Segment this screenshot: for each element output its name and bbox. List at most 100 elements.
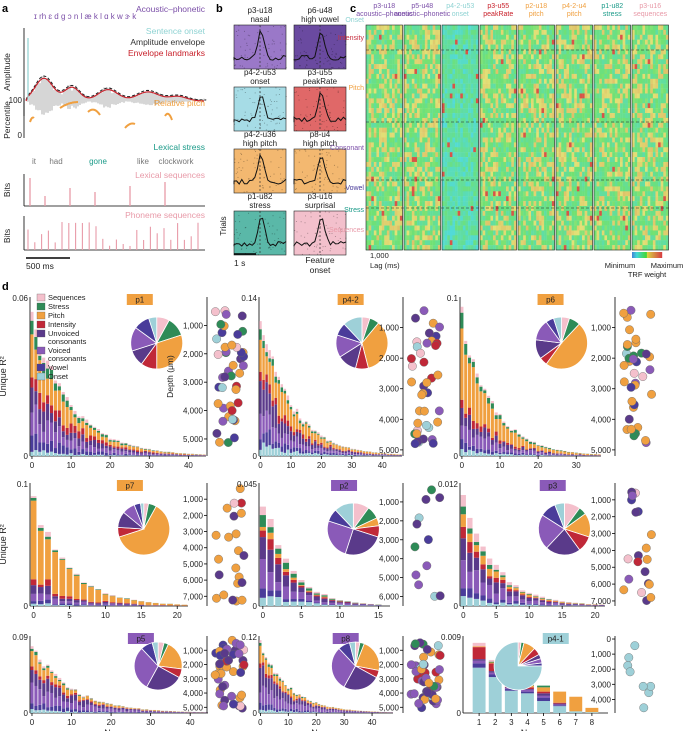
trf-cell bbox=[404, 64, 407, 69]
trf-cell bbox=[488, 59, 491, 64]
trf-cell bbox=[387, 133, 390, 138]
trf-cell bbox=[445, 142, 448, 147]
trf-cell bbox=[465, 172, 468, 177]
trf-cell bbox=[468, 226, 471, 231]
trf-cell bbox=[430, 133, 433, 138]
trf-cell bbox=[412, 123, 415, 128]
trf-cell bbox=[485, 167, 488, 172]
trf-cell bbox=[566, 54, 569, 59]
trf-cell bbox=[625, 45, 628, 50]
trf-cell bbox=[371, 235, 374, 240]
trf-cell bbox=[566, 191, 569, 196]
trf-cell bbox=[389, 157, 392, 162]
trf-cell bbox=[433, 79, 436, 84]
trf-cell bbox=[528, 216, 531, 221]
trf-cell bbox=[463, 30, 466, 35]
trf-cell bbox=[473, 177, 476, 182]
trf-cell bbox=[480, 138, 483, 143]
trf-cell bbox=[442, 103, 445, 108]
trf-cell bbox=[511, 177, 514, 182]
trf-cell bbox=[442, 138, 445, 143]
raster-tick bbox=[280, 43, 281, 44]
trf-cell bbox=[610, 59, 613, 64]
raster-tick bbox=[273, 41, 274, 42]
trf-cell bbox=[455, 216, 458, 221]
trf-cell bbox=[490, 235, 493, 240]
trf-cell bbox=[458, 30, 461, 35]
trf-cell bbox=[615, 133, 618, 138]
trf-cell bbox=[534, 59, 537, 64]
trf-cell bbox=[397, 167, 400, 172]
raster-tick bbox=[277, 230, 278, 231]
trf-cell bbox=[572, 138, 575, 143]
trf-cell bbox=[574, 201, 577, 206]
unit-label: nasal bbox=[250, 15, 269, 24]
trf-cell bbox=[541, 79, 544, 84]
trf-cell bbox=[422, 235, 425, 240]
trf-cell bbox=[523, 69, 526, 74]
trf-cell bbox=[417, 157, 420, 162]
trf-cell bbox=[452, 196, 455, 201]
trf-cell bbox=[523, 142, 526, 147]
trf-column-id: p4-2-u53 bbox=[446, 3, 474, 10]
trf-cell bbox=[612, 162, 615, 167]
trf-cell bbox=[526, 157, 529, 162]
trf-cell bbox=[569, 128, 572, 133]
trf-cell bbox=[374, 123, 377, 128]
trf-cell bbox=[569, 133, 572, 138]
trf-cell bbox=[559, 177, 562, 182]
trf-cell bbox=[623, 162, 626, 167]
trf-cell bbox=[458, 45, 461, 50]
trf-cell bbox=[407, 108, 410, 113]
trf-cell bbox=[536, 79, 539, 84]
trf-cell bbox=[425, 157, 428, 162]
trf-cell bbox=[430, 30, 433, 35]
trf-cell bbox=[528, 186, 531, 191]
trf-cell bbox=[369, 133, 372, 138]
raster-tick bbox=[329, 112, 330, 113]
trf-cell bbox=[384, 235, 387, 240]
trf-cell bbox=[433, 157, 436, 162]
trf-cell bbox=[463, 64, 466, 69]
trf-cell bbox=[420, 113, 423, 118]
trf-cell bbox=[498, 201, 501, 206]
trf-cell bbox=[518, 235, 521, 240]
trf-cell bbox=[493, 123, 496, 128]
trf-cell bbox=[559, 240, 562, 245]
raster-tick bbox=[311, 216, 312, 217]
trf-cell bbox=[417, 172, 420, 177]
trf-cell bbox=[526, 69, 529, 74]
trf-cell bbox=[404, 108, 407, 113]
trf-cell bbox=[425, 211, 428, 216]
raster-tick bbox=[267, 223, 268, 224]
trf-cell bbox=[450, 201, 453, 206]
trf-cell bbox=[625, 69, 628, 74]
trf-cell bbox=[569, 152, 572, 157]
trf-cell bbox=[379, 235, 382, 240]
trf-cell bbox=[509, 74, 512, 79]
trf-cell bbox=[574, 25, 577, 30]
trf-cell bbox=[460, 30, 463, 35]
trf-cell bbox=[417, 206, 420, 211]
trf-cell bbox=[549, 201, 552, 206]
trf-cell bbox=[374, 64, 377, 69]
trf-cell bbox=[445, 128, 448, 133]
trf-cell bbox=[392, 45, 395, 50]
trf-cell bbox=[549, 74, 552, 79]
trf-cell bbox=[417, 93, 420, 98]
raster-tick bbox=[326, 127, 327, 128]
trf-cell bbox=[503, 221, 506, 226]
raster-tick bbox=[316, 247, 317, 248]
raster-tick bbox=[281, 157, 282, 158]
trf-cell bbox=[417, 59, 420, 64]
trf-cell bbox=[366, 64, 369, 69]
trf-cell bbox=[521, 167, 524, 172]
unit-label: onset bbox=[250, 77, 270, 86]
trf-cell bbox=[366, 147, 369, 152]
trf-cell bbox=[435, 147, 438, 152]
trf-cell bbox=[561, 191, 564, 196]
trf-cell bbox=[407, 196, 410, 201]
trf-cell bbox=[447, 186, 450, 191]
trf-cell bbox=[369, 226, 372, 231]
trf-cell bbox=[587, 186, 590, 191]
